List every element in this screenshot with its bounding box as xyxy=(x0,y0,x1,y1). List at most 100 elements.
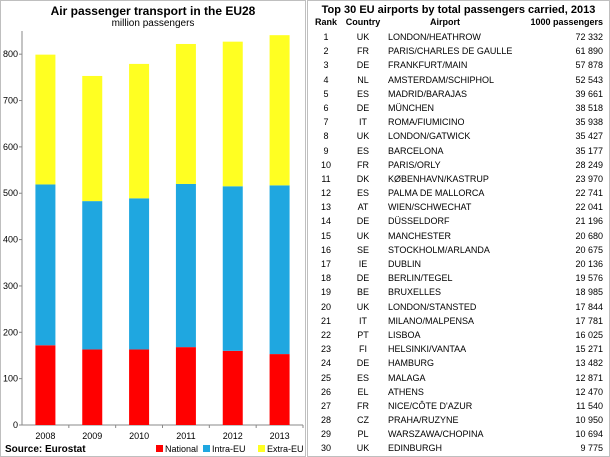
legend-swatch xyxy=(203,445,210,452)
country-cell: SE xyxy=(356,244,369,255)
passengers-cell: 35 177 xyxy=(575,145,603,156)
table-row: 22 PT LISBOA 16 025 xyxy=(308,328,609,342)
bar-intra-eu-2009 xyxy=(82,201,103,350)
bar-national-2011 xyxy=(175,347,196,425)
legend-swatch xyxy=(258,445,265,452)
country-cell: DE xyxy=(356,102,370,113)
country-cell: UK xyxy=(356,301,370,312)
table-title: Top 30 EU airports by total passengers c… xyxy=(321,4,596,16)
bar-extra-eu-2009 xyxy=(82,75,103,202)
source-note: Source: Eurostat xyxy=(5,444,86,455)
passengers-cell: 23 970 xyxy=(575,173,603,184)
airport-cell: STOCKHOLM/ARLANDA xyxy=(388,244,490,255)
rank-cell: 21 xyxy=(320,315,331,326)
passengers-cell: 52 543 xyxy=(575,74,603,85)
airport-cell: MÜNCHEN xyxy=(388,102,434,113)
passengers-cell: 18 985 xyxy=(575,287,603,298)
country-cell: DE xyxy=(356,60,370,71)
passengers-cell: 10 694 xyxy=(575,429,603,440)
airport-cell: BARCELONA xyxy=(388,145,444,156)
airport-cell: LISBOA xyxy=(388,329,421,340)
y-tick-label: 600 xyxy=(3,142,18,152)
passengers-cell: 20 675 xyxy=(575,244,603,255)
airport-cell: MADRID/BARAJAS xyxy=(388,88,468,99)
passengers-cell: 12 871 xyxy=(575,372,603,383)
country-cell: UK xyxy=(356,230,370,241)
x-tick-label: 2011 xyxy=(176,431,195,441)
passengers-cell: 57 878 xyxy=(575,60,603,71)
header-country: Country xyxy=(345,17,381,27)
airport-cell: LONDON/GATWICK xyxy=(388,131,471,142)
country-cell: CZ xyxy=(357,415,369,426)
y-tick-label: 500 xyxy=(3,188,18,198)
table-row: 28 CZ PRAHA/RUZYNE 10 950 xyxy=(308,413,609,427)
passengers-cell: 20 136 xyxy=(575,259,603,269)
bar-national-2009 xyxy=(82,349,103,425)
bar-intra-eu-2012 xyxy=(222,186,243,351)
bar-extra-eu-2013 xyxy=(269,35,290,186)
bar-national-2012 xyxy=(222,350,243,425)
airport-cell: ATHENS xyxy=(388,386,424,397)
x-tick-label: 2013 xyxy=(270,431,290,441)
y-tick-label: 200 xyxy=(3,327,18,337)
country-cell: IE xyxy=(358,259,368,269)
x-tick-label: 2008 xyxy=(35,431,55,441)
table-row: 27 FR NICE/CÔTE D'AZUR 11 540 xyxy=(308,399,609,413)
airport-cell: PALMA DE MALLORCA xyxy=(388,188,485,199)
country-cell: IT xyxy=(359,117,367,128)
table-row: 9 ES BARCELONA 35 177 xyxy=(308,144,609,158)
legend: National Intra-EU Extra-EU xyxy=(156,444,304,454)
table-row: 16 SE STOCKHOLM/ARLANDA 20 675 xyxy=(308,243,609,257)
passengers-cell: 11 540 xyxy=(576,400,603,411)
country-cell: ES xyxy=(356,145,369,156)
table-row: 15 UK MANCHESTER 20 680 xyxy=(308,229,609,243)
rank-cell: 27 xyxy=(320,400,331,411)
y-tick-label: 0 xyxy=(13,420,18,430)
table-row: 2 FR PARIS/CHARLES DE GAULLE 61 890 xyxy=(308,44,609,58)
rank-cell: 26 xyxy=(320,386,331,397)
airport-cell: PARIS/CHARLES DE GAULLE xyxy=(388,46,513,57)
country-cell: ES xyxy=(356,188,369,199)
table-row: 21 IT MILANO/MALPENSA 17 781 xyxy=(308,314,609,328)
airport-cell: HELSINKI/VANTAA xyxy=(388,344,467,355)
airport-cell: BRUXELLES xyxy=(388,287,442,298)
table-row: 14 DE DÜSSELDORF 21 196 xyxy=(308,214,609,228)
country-cell: EL xyxy=(357,386,369,397)
table-row: 1 UK LONDON/HEATHROW 72 332 xyxy=(308,30,609,44)
x-tick-label: 2012 xyxy=(223,431,243,441)
legend-label: National xyxy=(165,444,198,454)
country-cell: DE xyxy=(356,273,370,284)
rank-cell: 14 xyxy=(320,216,331,227)
airport-cell: HAMBURG xyxy=(388,358,435,369)
rank-cell: 5 xyxy=(323,88,329,99)
passengers-cell: 22 741 xyxy=(575,188,603,199)
rank-cell: 6 xyxy=(323,102,329,113)
table-row: 11 DK KØBENHAVN/KASTRUP 23 970 xyxy=(308,172,609,186)
passengers-cell: 38 518 xyxy=(575,102,603,113)
passengers-cell: 9 775 xyxy=(580,443,603,454)
legend-label: Extra-EU xyxy=(267,444,304,454)
bar-intra-eu-2013 xyxy=(269,185,290,355)
country-cell: PT xyxy=(357,329,369,340)
rank-cell: 3 xyxy=(323,60,329,71)
rank-cell: 7 xyxy=(323,117,329,128)
country-cell: IT xyxy=(359,315,367,326)
rank-cell: 15 xyxy=(320,230,331,241)
passengers-cell: 16 025 xyxy=(575,329,603,340)
table-row: 13 AT WIEN/SCHWECHAT 22 041 xyxy=(308,200,609,214)
table-row: 7 IT ROMA/FIUMICINO 35 938 xyxy=(308,115,609,129)
rank-cell: 11 xyxy=(321,173,331,184)
bar-intra-eu-2010 xyxy=(129,198,150,350)
passengers-cell: 28 249 xyxy=(575,159,603,170)
table-row: 12 ES PALMA DE MALLORCA 22 741 xyxy=(308,186,609,200)
airport-cell: PARIS/ORLY xyxy=(388,159,441,170)
passengers-cell: 39 661 xyxy=(575,88,603,99)
airport-cell: LONDON/STANSTED xyxy=(388,301,477,312)
rank-cell: 9 xyxy=(323,145,329,156)
bar-national-2010 xyxy=(129,349,150,425)
airport-cell: PRAHA/RUZYNE xyxy=(388,415,459,426)
table-row: 23 FI HELSINKI/VANTAA 15 271 xyxy=(308,342,609,356)
country-cell: NL xyxy=(357,74,369,85)
country-cell: DK xyxy=(356,173,370,184)
table-row: 10 FR PARIS/ORLY 28 249 xyxy=(308,158,609,172)
